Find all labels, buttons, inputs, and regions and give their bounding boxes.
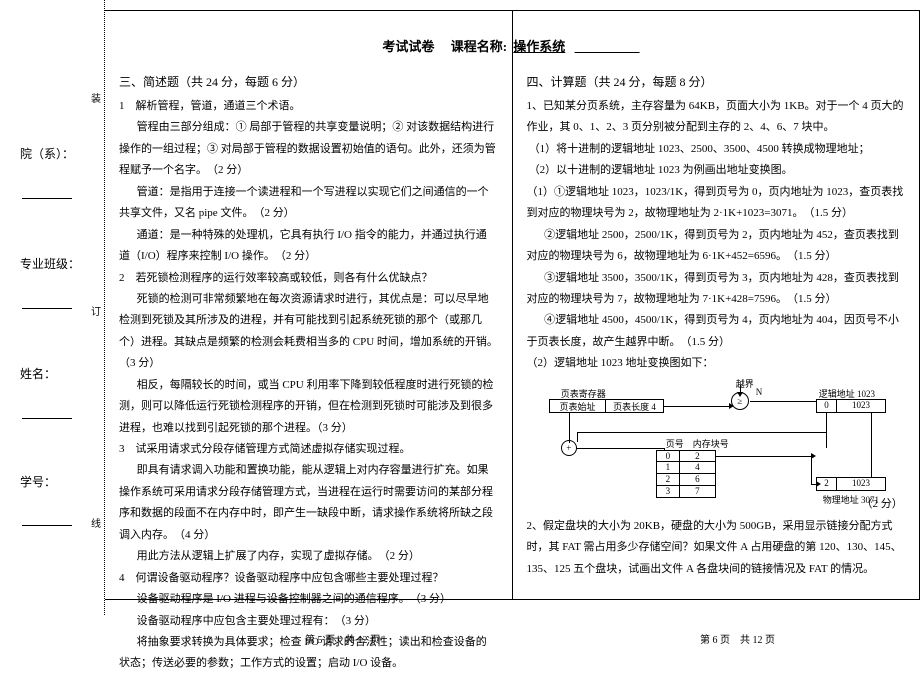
footer-left: 第 5 页 共 12 页 [305,631,380,646]
q1-title: 1 解析管程，管道，通道三个术语。 [119,96,498,117]
line-pt-pa-h [811,484,816,485]
q1-p1: 管程由三部分组成：① 局部于管程的共享变量说明；② 对该数据结构进行操作的一组过… [119,117,498,181]
la-offset: 1023 [837,400,885,412]
pt-3a: 3 [657,486,680,497]
section-4-title: 四、计算题（共 24 分，每题 8 分） [527,73,906,90]
line-page-into-add [577,432,578,442]
page-table: 0 2 1 4 2 6 3 7 [656,450,716,498]
r-q1-title: 1、已知某分页系统，主存容量为 64KB，页面大小为 1KB。对于一个 4 页大… [527,96,906,139]
line-base-down [569,413,570,443]
pt-3b: 7 [680,486,715,497]
q4-title: 4 何谓设备驱动程序？设备驱动程序中应包含哪些主要处理过程？ [119,568,498,589]
pt-2b: 6 [680,474,715,485]
course-name-blank [572,39,643,54]
n-label: N [756,387,763,397]
title-label: 课程名称: [451,39,507,54]
pt-header: 页号 内存块号 [666,437,729,450]
page-title: 考试试卷 课程名称: 操作系统 [382,36,642,55]
binding-mark-xian: 线 [91,515,101,530]
right-column: 四、计算题（共 24 分，每题 8 分） 1、已知某分页系统，主存容量为 64K… [513,10,920,600]
binding-area: 装 订 线 院（系）： 专业班级： 姓名： 学号： [0,0,105,615]
field-id: 学号： [20,473,56,490]
r-q1-s1: （1）将十进制的逻辑地址 1023、2500、3500、4500 转换成物理地址… [529,139,905,160]
line-la-cmp [750,401,816,402]
q1-p3: 通道：是一种特殊的处理机，它具有执行 I/O 指令的能力，并通过执行通道（I/O… [119,225,498,268]
r-q2-title: 2、假定盘块的大小为 20KB，硬盘的大小为 500GB，采用显示链接分配方式时… [527,516,906,580]
pt-2a: 2 [657,474,680,485]
course-name: 操作系统 [510,39,568,54]
content-area: 考试试卷 课程名称: 操作系统 三、简述题（共 24 分，每题 6 分） 1 解… [105,0,920,615]
r-a1-p3: ③逻辑地址 3500，3500/1K，得到页号为 3，页内地址为 428，查页表… [527,268,906,311]
binding-mark-zhuang: 装 [91,90,101,105]
diagram-score: （2 分） [862,495,903,511]
section-3-title: 三、简述题（共 24 分，每题 6 分） [119,73,498,90]
footer-right: 第 6 页 共 12 页 [700,631,775,646]
r-a1-p2: ②逻辑地址 2500，2500/1K，得到页号为 2，页内地址为 452，查页表… [527,225,906,268]
q4-p2: 设备驱动程序中应包含主要处理过程有： （3 分） [119,611,498,632]
overflow-arrow [740,385,741,392]
q3-p1: 即具有请求调入功能和置换功能，能从逻辑上对内存容量进行扩充。如果操作系统可采用请… [119,460,498,546]
underline-college [22,198,72,199]
underline-name [22,418,72,419]
address-translation-diagram: 页表始址 页表长度 4 页表寄存器 越界 ≥ N 逻辑地址 1023 0 102… [531,377,901,512]
page-container: 装 订 线 院（系）： 专业班级： 姓名： 学号： 考试试卷 课程名称: 操作系… [0,0,920,615]
line-pt-pa [716,456,811,457]
reg-base: 页表始址 [550,400,607,412]
overflow-label: 越界 [736,377,754,390]
r-a1-p4: ④逻辑地址 4500，4500/1K，得到页号为 4，页内地址为 404，因页号… [527,310,906,353]
adder-icon: + [561,440,577,456]
line-pt-pa-v [811,456,812,484]
q3-title: 3 试采用请求式分段存储管理方式简述虚拟存储实现过程。 [119,439,498,460]
field-college: 院（系）： [20,145,74,162]
field-name: 姓名： [20,365,56,382]
field-class: 专业班级： [20,255,80,272]
line-offset-down [871,413,872,477]
r-q1-s2: （2）以十进制的逻辑地址 1023 为例画出地址变换图。 [529,160,905,181]
q2-p2: 相反，每隔较长的时间，或当 CPU 利用率下降到较低程度时进行死锁的检测，则可以… [119,375,498,439]
pt-1a: 1 [657,462,680,473]
line-page-across [577,432,826,433]
binding-mark-ding: 订 [91,303,101,318]
la-page: 0 [817,400,837,412]
pt-0b: 2 [680,451,715,462]
pt-0a: 0 [657,451,680,462]
underline-id [22,525,72,526]
q2-p1: 死锁的检测可非常频繁地在每次资源请求时进行，其优点是：可以尽早地检测到死锁及其所… [119,289,498,375]
r-a1-d: （2）逻辑地址 1023 地址变换图如下： [527,353,906,374]
line-page-down [826,413,827,448]
pa-offset: 1023 [837,478,885,490]
page-table-register: 页表始址 页表长度 4 [549,399,664,413]
line-adder-pt [577,448,664,449]
r-a1-p1: （1）①逻辑地址 1023，1023/1K，得到页号为 0，页内地址为 1023… [527,182,906,225]
pt-1b: 4 [680,462,715,473]
q3-p2: 用此方法从逻辑上扩展了内存，实现了虚拟存储。 （2 分） [119,546,498,567]
left-column: 三、简述题（共 24 分，每题 6 分） 1 解析管程，管道，通道三个术语。 管… [105,10,513,600]
reg-length: 页表长度 4 [606,400,663,412]
q2-title: 2 若死锁检测程序的运行效率较高或较低，则各有什么优缺点？ [119,268,498,289]
q1-p2: 管道：是指用于连接一个读进程和一个写进程以实现它们之间通信的一个共享文件，又名 … [119,182,498,225]
logical-address: 0 1023 [816,399,886,413]
reg-label: 页表寄存器 [561,387,606,400]
physical-address: 2 1023 [816,477,886,491]
underline-class [22,308,72,309]
line-reg-cmp [664,406,729,407]
q4-p1: 设备驱动程序是 I/O 进程与设备控制器之间的通信程序。 （3 分） [119,589,498,610]
title-prefix: 考试试卷 [382,39,434,54]
